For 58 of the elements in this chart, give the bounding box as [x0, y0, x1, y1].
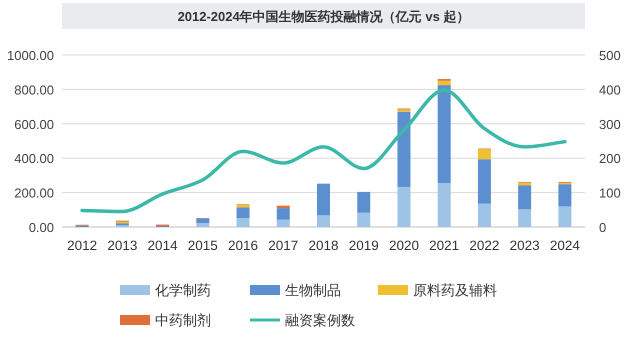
bar	[317, 215, 330, 227]
y2-tick-label: 100	[599, 186, 621, 201]
line-series	[80, 88, 567, 214]
y2-tick-label: 300	[599, 116, 621, 132]
x-tick-label: 2022	[469, 238, 500, 253]
y2-tick-label: 200	[599, 151, 621, 166]
chart-title: 2012-2024年中国生物医药投融情况（亿元 vs 起）	[178, 9, 470, 24]
legend-label: 化学制药	[155, 282, 211, 298]
bar	[397, 109, 410, 112]
bar	[397, 186, 410, 227]
bar	[478, 149, 491, 160]
x-tick-label: 2017	[268, 238, 298, 253]
x-tick-label: 2020	[388, 238, 419, 253]
bar	[518, 209, 532, 227]
bar	[236, 204, 250, 208]
x-tick-label: 2014	[148, 238, 178, 253]
bar	[558, 206, 572, 227]
y2-tick-label: 400	[599, 82, 621, 98]
bar	[317, 184, 330, 216]
y-tick-label: 600.00	[14, 116, 54, 132]
x-tick-label: 2024	[550, 238, 580, 253]
bar	[478, 159, 491, 204]
legend-label: 融资案例数	[285, 312, 355, 328]
bar	[518, 185, 532, 210]
bar	[438, 80, 451, 86]
x-tick-label: 2012	[67, 238, 98, 253]
x-tick-label: 2015	[188, 238, 218, 253]
bar	[276, 206, 290, 208]
bar	[438, 85, 451, 183]
y-tick-label: 800.00	[14, 82, 54, 98]
x-tick-label: 2016	[228, 238, 258, 253]
legend-label: 生物制品	[285, 282, 341, 298]
bar	[357, 212, 370, 227]
bar	[276, 208, 290, 220]
y-tick-label: 0.00	[28, 220, 54, 235]
bar	[196, 218, 210, 224]
y-tick-label: 1000.00	[7, 48, 54, 63]
y2-tick-label: 0	[599, 220, 606, 235]
bar	[357, 192, 370, 213]
x-tick-label: 2019	[348, 238, 379, 253]
bar	[438, 182, 451, 227]
bar	[518, 182, 532, 186]
bar	[397, 112, 410, 187]
y-tick-label: 200.00	[14, 186, 54, 201]
x-tick-label: 2023	[510, 238, 540, 253]
x-tick-label: 2013	[107, 238, 138, 253]
bar	[236, 218, 250, 227]
y-tick-label: 400.00	[14, 151, 54, 166]
bar	[236, 207, 250, 218]
y2-tick-label: 500	[599, 48, 621, 63]
legend-label: 中药制剂	[155, 312, 211, 328]
bar	[558, 184, 572, 206]
bar	[478, 204, 491, 227]
x-tick-label: 2018	[308, 238, 339, 253]
legend-label: 原料药及辅料	[413, 282, 497, 298]
bar	[196, 223, 210, 227]
bar	[276, 220, 290, 227]
x-tick-label: 2021	[429, 238, 460, 253]
